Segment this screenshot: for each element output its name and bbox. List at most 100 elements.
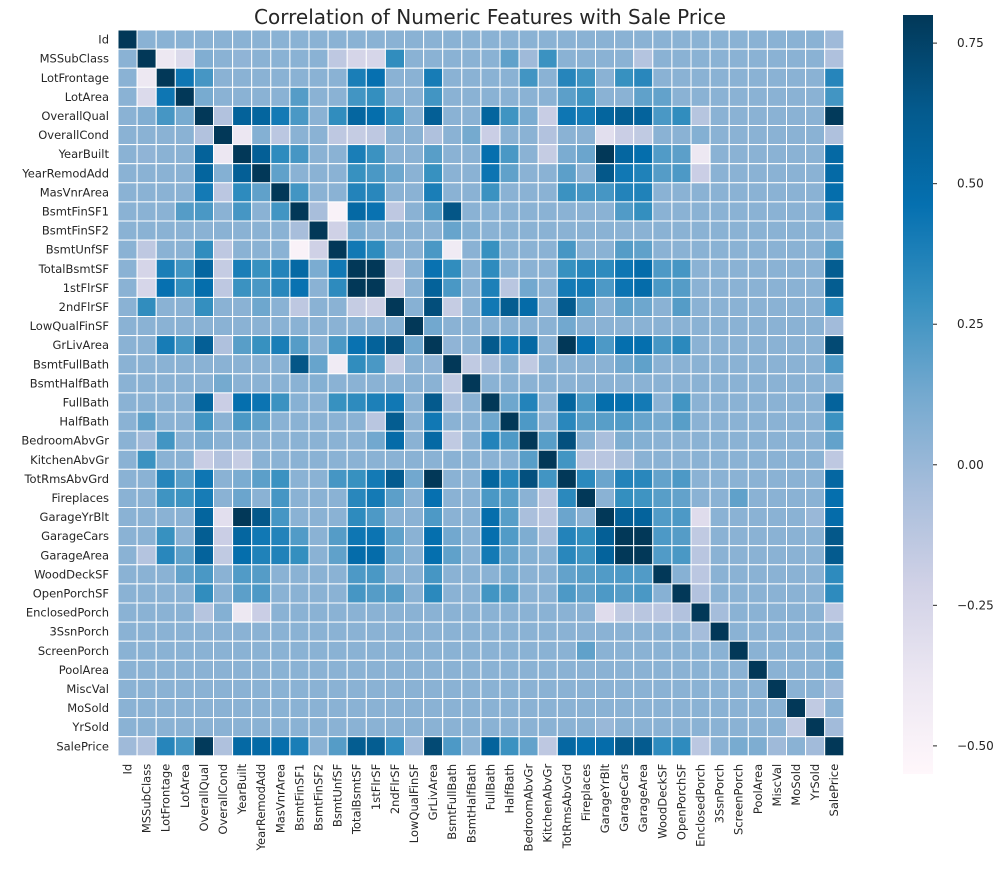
heatmap-cell-TotRmsAbvGrd-BsmtUnfSF (327, 468, 348, 489)
y-tick-label: 1stFlrSF (63, 281, 109, 295)
heatmap-cell-YearBuilt-2ndFlrSF (384, 144, 405, 165)
heatmap-cell-MSSubClass-LotArea (174, 48, 195, 69)
heatmap-cell-FullBath-YearBuilt (232, 392, 253, 413)
heatmap-cell-BsmtUnfSF-GarageYrBlt (595, 239, 616, 260)
heatmap-cell-MiscVal-2ndFlrSF (384, 678, 405, 700)
heatmap-cell-FullBath-Fireplaces (575, 392, 597, 413)
heatmap-cell-GarageArea-BsmtFinSF2 (308, 545, 329, 566)
heatmap-cell-MoSold-WoodDeckSF (652, 698, 673, 719)
heatmap-cell-LotArea-SalePrice (824, 86, 845, 107)
heatmap-cell-3SsnPorch-MSSubClass (136, 621, 157, 642)
heatmap-cell-BsmtFullBath-EnclosedPorch (690, 354, 711, 375)
heatmap-cell-OverallQual-FullBath (480, 105, 501, 127)
heatmap-cell-OpenPorchSF-FullBath (480, 583, 501, 604)
heatmap-cell-YearRemodAdd-1stFlrSF (365, 163, 386, 184)
heatmap-cell-1stFlrSF-2ndFlrSF (384, 277, 405, 298)
heatmap-cell-KitchenAbvGr-PoolArea (747, 449, 768, 470)
x-tick-label: PoolArea (751, 764, 765, 814)
heatmap-cell-SalePrice-BsmtFinSF2 (308, 736, 329, 757)
heatmap-cell-LotArea-BedroomAbvGr (518, 86, 539, 107)
heatmap-cell-GarageYrBlt-KitchenAbvGr (537, 507, 558, 528)
y-tick-label: BsmtFinSF2 (42, 224, 109, 238)
heatmap-cell-OpenPorchSF-LotFrontage (155, 583, 176, 604)
heatmap-cell-BsmtHalfBath-GarageCars (614, 373, 635, 394)
heatmap-cell-EnclosedPorch-Id (117, 602, 138, 623)
heatmap-cell-BsmtUnfSF-MiscVal (766, 239, 788, 260)
heatmap-cell-BedroomAbvGr-LowQualFinSF (404, 430, 425, 451)
heatmap-cell-YearRemodAdd-OpenPorchSF (671, 163, 692, 184)
heatmap-cell-OpenPorchSF-BedroomAbvGr (518, 583, 539, 604)
heatmap-cell-YearRemodAdd-GrLivArea (423, 163, 444, 184)
heatmap-cell-OverallCond-BsmtUnfSF (327, 125, 348, 146)
heatmap-cell-Fireplaces-OverallCond (213, 487, 234, 508)
heatmap-cell-KitchenAbvGr-Fireplaces (575, 449, 597, 470)
heatmap-cell-BsmtUnfSF-YearBuilt (232, 239, 253, 260)
heatmap-cell-TotRmsAbvGrd-GarageArea (633, 468, 654, 489)
heatmap-cell-MSSubClass-MSSubClass (136, 48, 157, 69)
heatmap-cell-MiscVal-YearBuilt (232, 678, 253, 700)
heatmap-cell-OpenPorchSF-Fireplaces (575, 583, 597, 604)
heatmap-cell-OpenPorchSF-1stFlrSF (365, 583, 386, 604)
heatmap-cell-Id-LotFrontage (155, 29, 176, 50)
heatmap-cell-WoodDeckSF-WoodDeckSF (652, 564, 673, 585)
heatmap-cell-OverallCond-1stFlrSF (365, 125, 386, 146)
heatmap-cell-PoolArea-Id (117, 659, 138, 680)
heatmap-cell-KitchenAbvGr-GarageCars (614, 449, 635, 470)
heatmap-cell-ScreenPorch-LotArea (174, 640, 195, 661)
heatmap-cell-BsmtUnfSF-Id (117, 239, 138, 260)
heatmap-cell-2ndFlrSF-WoodDeckSF (652, 296, 673, 317)
heatmap-cell-MoSold-Id (117, 698, 138, 719)
heatmap-cell-MoSold-ScreenPorch (728, 698, 749, 719)
heatmap-cell-YearBuilt-GarageArea (633, 144, 654, 165)
heatmap-cell-TotalBsmtSF-HalfBath (499, 258, 520, 279)
heatmap-cell-GrLivArea-MiscVal (766, 335, 788, 356)
heatmap-cell-GarageCars-KitchenAbvGr (537, 526, 558, 547)
x-tick-label: BsmtUnfSF (331, 764, 345, 827)
x-tick-label: BsmtHalfBath (464, 764, 478, 843)
y-axis-tick-labels: IdMSSubClassLotFrontageLotAreaOverallQua… (21, 33, 109, 754)
heatmap-cell-GarageYrBlt-3SsnPorch (709, 507, 730, 528)
heatmap-cell-GarageArea-FullBath (480, 545, 501, 566)
heatmap-cell-MiscVal-MiscVal (766, 678, 788, 700)
heatmap-cell-TotalBsmtSF-YearRemodAdd (251, 258, 272, 279)
heatmap-cell-YrSold-YearRemodAdd (251, 717, 272, 738)
heatmap-cell-MSSubClass-Id (117, 48, 138, 69)
heatmap-cell-OverallCond-EnclosedPorch (690, 125, 711, 146)
heatmap-cell-BsmtFullBath-SalePrice (824, 354, 845, 375)
heatmap-cell-OpenPorchSF-2ndFlrSF (384, 583, 405, 604)
heatmap-cell-GarageYrBlt-PoolArea (747, 507, 768, 528)
heatmap-cell-GarageArea-GarageArea (633, 545, 654, 566)
heatmap-cell-SalePrice-GarageYrBlt (595, 736, 616, 757)
heatmap-cell-BsmtUnfSF-WoodDeckSF (652, 239, 673, 260)
heatmap-cell-BsmtFinSF1-BsmtFullBath (442, 201, 463, 222)
heatmap-cell-2ndFlrSF-BsmtFinSF2 (308, 296, 329, 317)
heatmap-cell-YrSold-GarageCars (614, 717, 635, 738)
heatmap-cell-LotArea-TotRmsAbvGrd (556, 86, 577, 107)
heatmap-cell-YrSold-BedroomAbvGr (518, 717, 539, 738)
heatmap-cell-GarageArea-MoSold (786, 545, 807, 566)
heatmap-cell-Id-Id (117, 29, 138, 50)
heatmap-cell-LotFrontage-LotArea (174, 67, 195, 88)
heatmap-cell-GarageYrBlt-BsmtUnfSF (327, 507, 348, 528)
heatmap-cell-OverallCond-OverallQual (193, 125, 214, 146)
heatmap-cell-1stFlrSF-MoSold (786, 277, 807, 298)
heatmap-cell-LotArea-YearRemodAdd (251, 86, 272, 107)
heatmap-cell-TotalBsmtSF-GarageArea (633, 258, 654, 279)
heatmap-cell-TotalBsmtSF-ScreenPorch (728, 258, 749, 279)
heatmap-cell-HalfBath-MoSold (786, 411, 807, 432)
heatmap-cell-LowQualFinSF-BsmtHalfBath (461, 316, 482, 337)
heatmap-cell-OverallCond-LotFrontage (155, 125, 176, 146)
heatmap-cell-LowQualFinSF-MasVnrArea (270, 316, 291, 337)
y-tick-label: GarageCars (41, 529, 109, 543)
heatmap-cell-YearBuilt-MoSold (786, 144, 807, 165)
heatmap-cell-YrSold-BsmtUnfSF (327, 717, 348, 738)
heatmap-cell-1stFlrSF-BsmtFinSF2 (308, 277, 329, 298)
heatmap-cell-BsmtFullBath-MasVnrArea (270, 354, 291, 375)
heatmap-cell-BsmtFinSF1-KitchenAbvGr (537, 201, 558, 222)
heatmap-cell-Fireplaces-HalfBath (499, 487, 520, 508)
y-tick-label: OverallQual (41, 109, 109, 123)
heatmap-cell-ScreenPorch-OverallQual (193, 640, 214, 661)
heatmap-cell-MSSubClass-OpenPorchSF (671, 48, 692, 69)
heatmap-cell-MSSubClass-Fireplaces (575, 48, 597, 69)
heatmap-cell-HalfBath-LowQualFinSF (404, 411, 425, 432)
